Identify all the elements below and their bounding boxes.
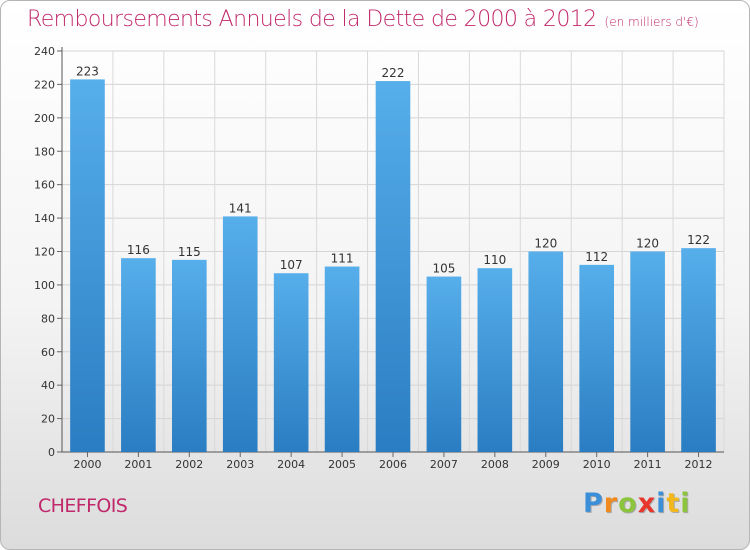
- bar: [630, 251, 665, 452]
- x-tick-label: 2012: [685, 458, 713, 471]
- bar: [222, 216, 258, 452]
- x-tick-label: 2000: [73, 458, 101, 471]
- y-tick-label: 0: [48, 446, 55, 459]
- x-tick-label: 2002: [175, 458, 203, 471]
- value-label: 122: [687, 233, 710, 247]
- bar: [426, 276, 462, 452]
- chart-subtitle: (en milliers d'€): [604, 15, 699, 29]
- logo-letter: r: [603, 488, 619, 519]
- x-tick-label: 2006: [379, 458, 407, 471]
- chart-title-text: Remboursements Annuels de la Dette de 20…: [27, 7, 597, 32]
- y-tick-label: 220: [34, 78, 55, 91]
- bar: [273, 273, 309, 452]
- y-tick-label: 40: [41, 379, 55, 392]
- logo-letter: o: [618, 488, 638, 519]
- y-tick-label: 140: [34, 212, 55, 225]
- chart-title: Remboursements Annuels de la Dette de 20…: [27, 7, 699, 32]
- bar: [579, 264, 615, 452]
- logo-letter: t: [666, 488, 681, 519]
- bar: [171, 259, 207, 452]
- value-label: 107: [280, 258, 303, 272]
- bar: [324, 266, 360, 452]
- y-tick-label: 120: [34, 246, 55, 259]
- y-tick-label: 60: [41, 346, 55, 359]
- y-tick-label: 200: [34, 112, 55, 125]
- value-label: 120: [534, 237, 557, 251]
- bar: [681, 248, 716, 452]
- logo-letter: i: [656, 488, 667, 519]
- bar: [375, 81, 411, 452]
- value-label: 115: [178, 245, 201, 259]
- logo-letter: P: [583, 488, 604, 519]
- bar: [70, 79, 105, 452]
- x-tick-label: 2008: [481, 458, 509, 471]
- bar: [121, 258, 156, 452]
- logo-letter: x: [637, 488, 657, 519]
- x-tick-label: 2010: [583, 458, 611, 471]
- logo-letter: i: [680, 488, 691, 519]
- commune-name: CHEFFOIS: [38, 495, 128, 517]
- proxiti-logo: Proxiti: [583, 488, 691, 519]
- value-label: 222: [382, 66, 405, 80]
- value-label: 111: [331, 252, 354, 266]
- x-tick-label: 2011: [634, 458, 662, 471]
- x-tick-label: 2009: [532, 458, 560, 471]
- y-tick-label: 80: [41, 312, 55, 325]
- bars: [70, 79, 716, 452]
- x-tick-label: 2004: [277, 458, 305, 471]
- y-tick-label: 20: [41, 413, 55, 426]
- x-tick-label: 2001: [124, 458, 152, 471]
- y-tick-label: 160: [34, 179, 55, 192]
- x-tick-label: 2007: [430, 458, 458, 471]
- bar: [528, 251, 564, 452]
- value-label: 223: [76, 64, 99, 78]
- value-label: 110: [483, 253, 506, 267]
- value-label: 105: [432, 262, 455, 276]
- value-label: 112: [585, 250, 608, 264]
- value-label: 141: [229, 201, 252, 215]
- bar: [477, 268, 513, 452]
- labels: 0 20 40 60 80 100 120 140 160 180 200 220 240 223 2000…: [34, 45, 713, 471]
- value-label: 116: [127, 243, 150, 257]
- y-tick-label: 240: [34, 45, 55, 58]
- x-tick-label: 2005: [328, 458, 356, 471]
- y-tick-label: 180: [34, 145, 55, 158]
- x-tick-label: 2003: [226, 458, 254, 471]
- value-label: 120: [636, 237, 659, 251]
- y-tick-label: 100: [34, 279, 55, 292]
